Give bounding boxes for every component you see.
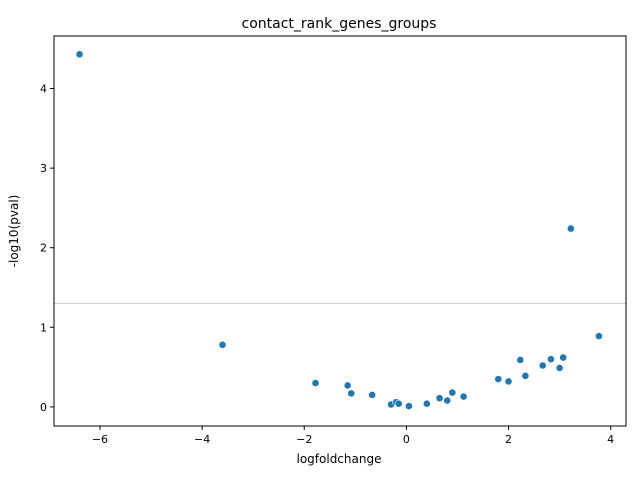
y-tick-label: 1: [40, 321, 47, 334]
x-tick-label: 0: [403, 433, 410, 446]
y-tick-label: 3: [40, 162, 47, 175]
data-point: [494, 375, 503, 383]
y-tick-label: 0: [40, 401, 47, 414]
x-tick-label: 4: [607, 433, 614, 446]
data-point: [516, 356, 525, 364]
data-point: [347, 389, 356, 398]
plot-frame: [53, 35, 627, 427]
data-point: [218, 340, 227, 349]
y-tick-label: 4: [40, 83, 47, 96]
chart-title: contact_rank_genes_groups: [242, 16, 437, 32]
data-point: [504, 377, 513, 386]
y-tick-label: 2: [40, 242, 47, 255]
data-point: [75, 50, 84, 59]
data-point: [566, 224, 575, 233]
x-axis-label: logfoldchange: [297, 452, 382, 466]
data-point: [595, 332, 603, 340]
data-point: [559, 353, 568, 362]
data-point: [405, 402, 413, 411]
x-tick-label: 2: [505, 433, 512, 446]
data-point: [311, 379, 320, 387]
data-point: [343, 381, 352, 390]
data-point: [422, 399, 431, 408]
x-tick-label: −4: [194, 433, 210, 446]
data-point: [538, 361, 547, 370]
y-axis-label: -log10(pval): [7, 195, 21, 268]
data-point: [368, 391, 377, 399]
data-point: [547, 355, 555, 364]
data-point: [555, 363, 564, 372]
data-point: [435, 394, 444, 403]
data-point: [459, 392, 468, 401]
data-point: [394, 399, 403, 408]
x-tick-label: −2: [296, 433, 312, 446]
data-point: [521, 371, 530, 380]
data-point: [448, 388, 457, 397]
x-tick-label: −6: [92, 433, 108, 446]
data-point: [443, 396, 452, 405]
